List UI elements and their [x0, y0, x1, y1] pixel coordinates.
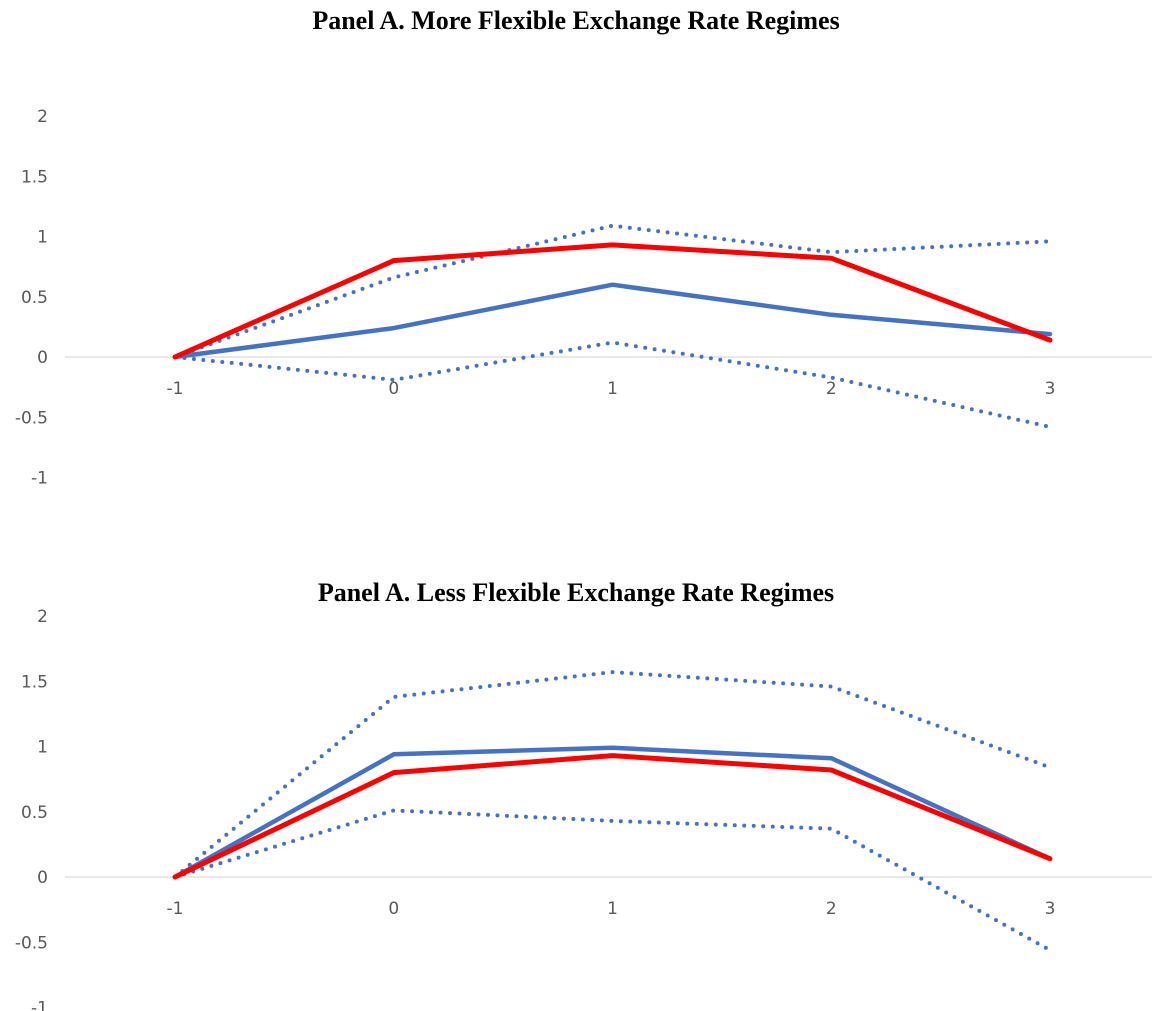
chart-title-bold-bottom: Panel A: [317, 578, 404, 607]
chart-title-bottom: Panel A. Less Flexible Exchange Rate Reg…: [0, 578, 1152, 608]
x-tick-label: -1: [167, 379, 184, 399]
y-tick-label: 0: [37, 348, 48, 368]
y-tick-label: 1.5: [21, 167, 48, 187]
chart-title-top: Panel A. More Flexible Exchange Rate Reg…: [0, 6, 1152, 36]
confidence-band-line-bottom: [173, 670, 1052, 879]
y-tick-label: 0: [37, 868, 48, 888]
y-tick-label: 2: [37, 607, 48, 627]
chart-title-rest-top: . More Flexible Exchange Rate Regimes: [398, 6, 840, 35]
y-tick-label: 1: [37, 738, 48, 758]
x-tick-label: 2: [826, 899, 837, 919]
y-tick-label: 2: [37, 107, 48, 127]
series-line-bottom: [172, 745, 1053, 880]
line-chart-top: 2 1.5 1 0.5 0 -0.5 -1 -1 0 1 2 3: [15, 107, 1152, 489]
series-line-top: [172, 282, 1053, 360]
x-tick-label: 1: [607, 379, 618, 399]
x-tick-label: 0: [388, 379, 399, 399]
x-tick-label: 2: [826, 379, 837, 399]
line-chart-bottom: 2 1.5 1 0.5 0 -0.5 -1 -1 0 1 2 3: [15, 607, 1152, 1011]
chart-panel-top: Panel A. More Flexible Exchange Rate Reg…: [0, 0, 1152, 505]
x-tick-label: 1: [607, 899, 618, 919]
chart-title-rest-bottom: . Less Flexible Exchange Rate Regimes: [403, 578, 835, 607]
series-line-top: [172, 242, 1053, 360]
x-tick-label: 3: [1045, 379, 1056, 399]
chart-title-bold-top: Panel A: [312, 6, 399, 35]
confidence-band-line-top: [173, 223, 1052, 359]
y-tick-label: 1.5: [21, 672, 48, 692]
chart-panel-bottom: Panel A. Less Flexible Exchange Rate Reg…: [0, 505, 1152, 1011]
confidence-band-line-bottom: [173, 808, 1052, 953]
x-tick-label: 0: [388, 899, 399, 919]
x-tick-label: -1: [167, 899, 184, 919]
x-tick-label: 3: [1045, 899, 1056, 919]
y-tick-label: 1: [37, 228, 48, 248]
y-tick-label: 0.5: [21, 803, 48, 823]
series-line-bottom: [172, 753, 1053, 880]
y-tick-label: -0.5: [15, 933, 48, 953]
y-tick-label: -1: [31, 469, 48, 489]
y-tick-label: 0.5: [21, 288, 48, 308]
y-tick-label: -1: [31, 999, 48, 1011]
y-tick-label: -0.5: [15, 408, 48, 428]
